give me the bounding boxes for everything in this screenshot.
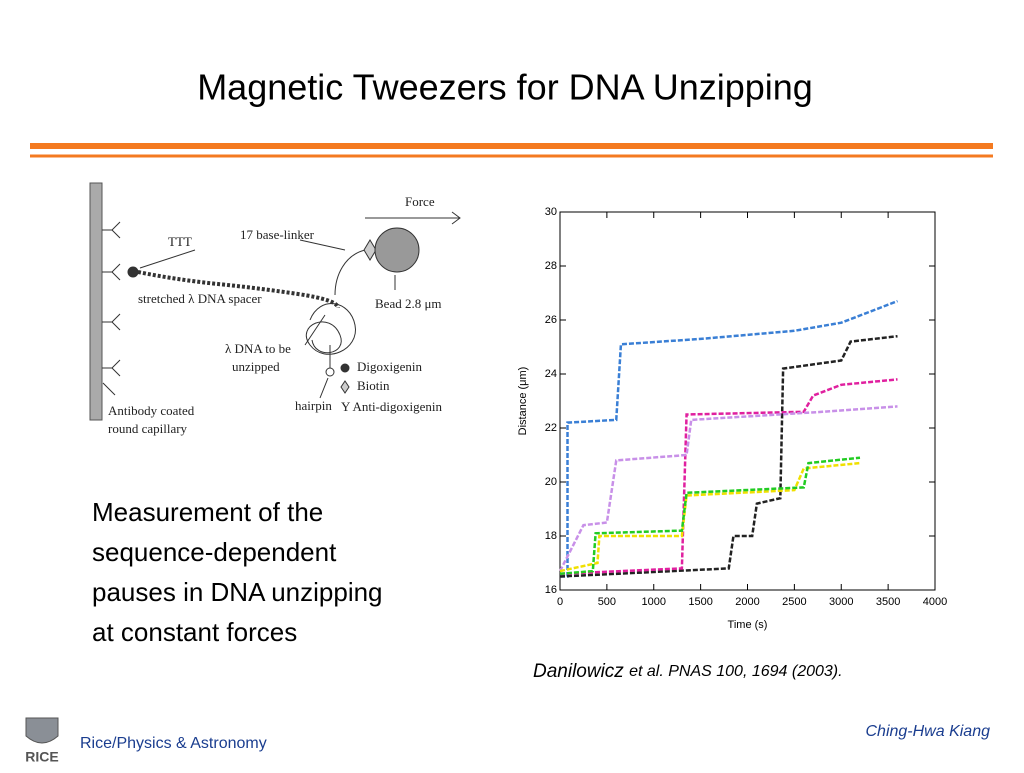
label: λ DNA to be bbox=[225, 341, 291, 356]
x-tick-label: 3500 bbox=[876, 596, 900, 608]
y-tick-label: 24 bbox=[545, 368, 557, 380]
x-tick-label: 0 bbox=[557, 596, 563, 608]
label: round capillary bbox=[108, 421, 188, 436]
x-tick-label: 500 bbox=[598, 596, 616, 608]
logo-text: RICE bbox=[25, 749, 58, 765]
body-line: sequence-dependent bbox=[92, 537, 337, 567]
series-line bbox=[559, 334, 898, 578]
label: Bead 2.8 μm bbox=[375, 296, 442, 311]
label: Digoxigenin bbox=[357, 359, 422, 374]
y-axis-label: Distance (μm) bbox=[517, 367, 529, 436]
diagram-labels: Force TTT 17 base-linker stretched λ DNA… bbox=[108, 194, 442, 436]
x-tick-label: 1000 bbox=[642, 596, 666, 608]
footer-right: Ching-Hwa Kiang bbox=[865, 723, 990, 740]
citation: Danilowicz et al. PNAS 100, 1694 (2003). bbox=[533, 661, 843, 682]
y-tick-label: 20 bbox=[545, 476, 557, 488]
body-line: at constant forces bbox=[92, 617, 297, 647]
body-line: pauses in DNA unzipping bbox=[92, 577, 383, 607]
chart: 16 18 20 22 24 26 28 30 0 500 1000 1500 2000 2500 3000… bbox=[517, 206, 947, 631]
series-line bbox=[559, 461, 861, 573]
citation-author: Danilowicz bbox=[533, 661, 624, 682]
y-tick-label: 26 bbox=[545, 314, 557, 326]
x-tick-label: 3000 bbox=[829, 596, 853, 608]
label: stretched λ DNA spacer bbox=[138, 291, 262, 306]
x-tick-label: 4000 bbox=[923, 596, 947, 608]
label: unzipped bbox=[232, 359, 280, 374]
series-line bbox=[559, 378, 898, 576]
y-tick-label: 30 bbox=[545, 206, 557, 218]
logo: RICE bbox=[25, 717, 59, 765]
y-tick-label: 16 bbox=[545, 584, 557, 596]
label: Y Anti-digoxigenin bbox=[341, 399, 442, 414]
label: hairpin bbox=[295, 398, 332, 413]
y-tick-label: 18 bbox=[545, 530, 557, 542]
citation-rest: et al. PNAS 100, 1694 (2003). bbox=[629, 663, 842, 680]
x-tick-label: 1500 bbox=[688, 596, 712, 608]
footer-left: Rice/Physics & Astronomy bbox=[80, 735, 267, 752]
x-tick-label: 2500 bbox=[782, 596, 806, 608]
body-line: Measurement of the bbox=[92, 497, 323, 527]
diagram bbox=[89, 182, 461, 421]
series-line bbox=[559, 456, 861, 576]
label: TTT bbox=[168, 234, 192, 249]
body-text: Measurement of the sequence-dependent pa… bbox=[92, 497, 383, 647]
x-axis-label: Time (s) bbox=[728, 619, 768, 631]
label: Force bbox=[405, 194, 435, 209]
y-tick-label: 28 bbox=[545, 260, 557, 272]
series-line bbox=[560, 299, 898, 578]
x-tick-label: 2000 bbox=[735, 596, 759, 608]
label: 17 base-linker bbox=[240, 227, 315, 242]
label: Antibody coated bbox=[108, 403, 195, 418]
label: Biotin bbox=[357, 378, 390, 393]
slide-title: Magnetic Tweezers for DNA Unzipping bbox=[197, 67, 813, 108]
y-tick-label: 22 bbox=[545, 422, 557, 434]
series-line bbox=[558, 405, 898, 572]
